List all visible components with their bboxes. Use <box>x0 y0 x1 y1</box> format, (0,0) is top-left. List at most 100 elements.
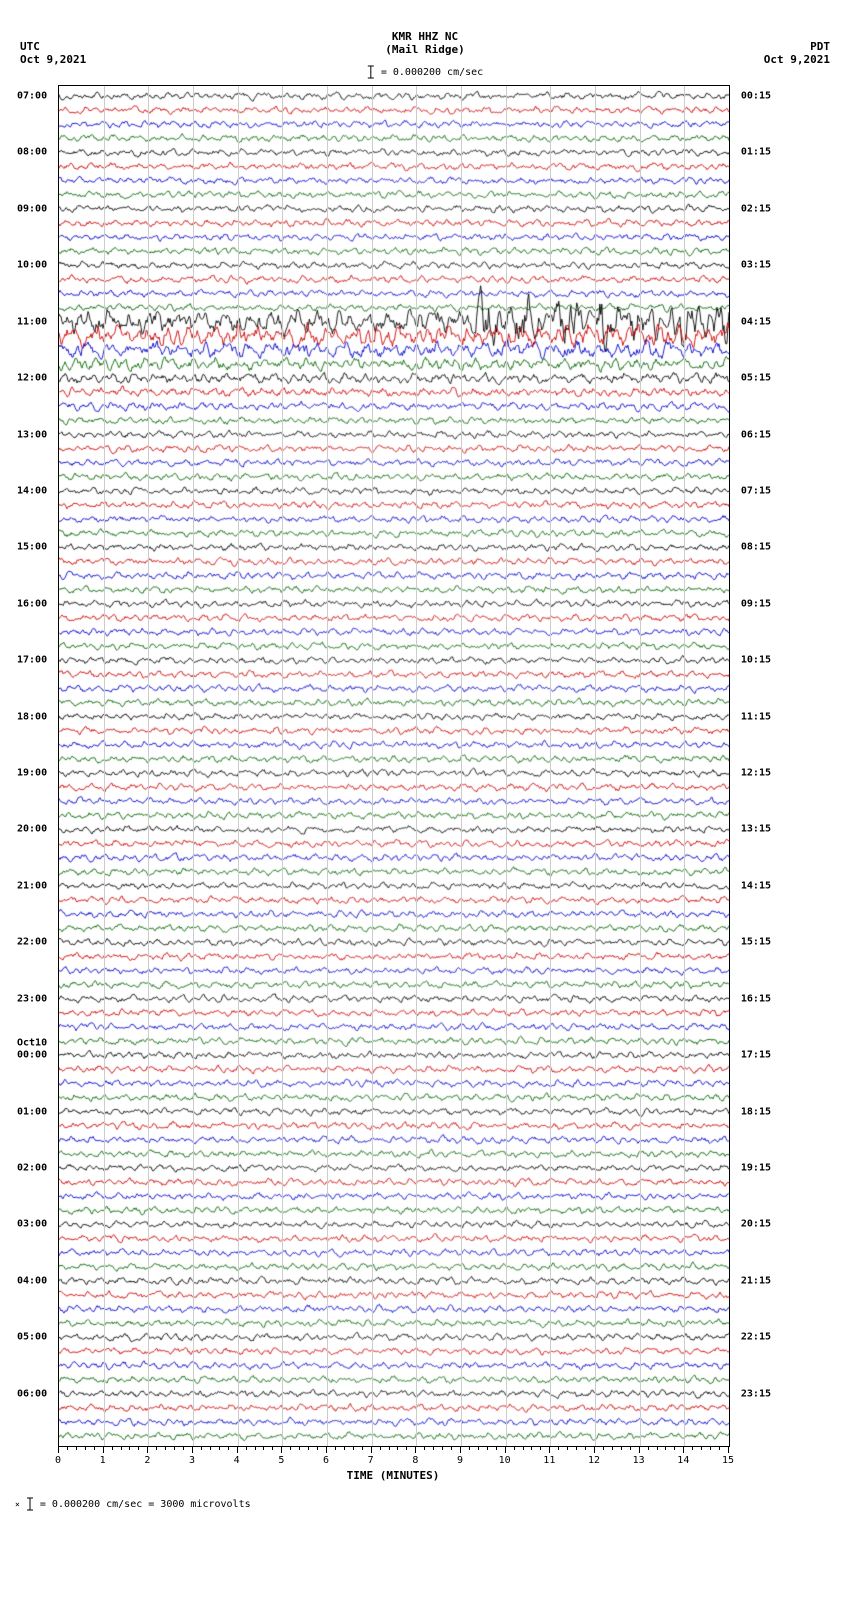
x-tick-label: 13 <box>633 1455 645 1466</box>
x-tick-minor <box>174 1447 175 1450</box>
grid-line <box>282 86 283 1446</box>
x-axis-label: TIME (MINUTES) <box>347 1469 440 1482</box>
utc-time-label: 11:00 <box>17 316 47 327</box>
x-tick <box>728 1447 729 1453</box>
x-tick-minor <box>317 1447 318 1450</box>
x-tick <box>460 1447 461 1453</box>
x-tick-label: 3 <box>189 1455 195 1466</box>
utc-time-label: 06:00 <box>17 1388 47 1399</box>
utc-time-label: 19:00 <box>17 768 47 779</box>
pdt-time-label: 02:15 <box>741 203 771 214</box>
utc-time-label: 12:00 <box>17 373 47 384</box>
utc-time-label: 07:00 <box>17 91 47 102</box>
pdt-time-label: 00:15 <box>741 91 771 102</box>
x-axis: TIME (MINUTES) 0123456789101112131415 <box>58 1447 728 1487</box>
utc-time-label: 15:00 <box>17 542 47 553</box>
x-tick-minor <box>674 1447 675 1450</box>
utc-time-label: 08:00 <box>17 147 47 158</box>
x-tick-minor <box>380 1447 381 1450</box>
x-tick-minor <box>121 1447 122 1450</box>
x-tick-minor <box>487 1447 488 1450</box>
x-tick-minor <box>692 1447 693 1450</box>
midnight-date-label: Oct10 <box>17 1038 47 1049</box>
x-tick-minor <box>496 1447 497 1450</box>
utc-time-label: 13:00 <box>17 429 47 440</box>
pdt-time-label: 11:15 <box>741 711 771 722</box>
grid-line <box>238 86 239 1446</box>
x-tick-minor <box>657 1447 658 1450</box>
x-tick-minor <box>540 1447 541 1450</box>
utc-time-label: 21:00 <box>17 880 47 891</box>
pdt-time-label: 08:15 <box>741 542 771 553</box>
pdt-time-label: 06:15 <box>741 429 771 440</box>
x-tick <box>594 1447 595 1453</box>
x-tick-minor <box>308 1447 309 1450</box>
utc-time-label: 17:00 <box>17 655 47 666</box>
utc-time-label: 05:00 <box>17 1332 47 1343</box>
x-tick-label: 10 <box>499 1455 511 1466</box>
grid-line <box>148 86 149 1446</box>
x-tick-minor <box>567 1447 568 1450</box>
utc-time-label: 01:00 <box>17 1106 47 1117</box>
x-tick-minor <box>335 1447 336 1450</box>
x-tick-minor <box>263 1447 264 1450</box>
pdt-time-label: 16:15 <box>741 993 771 1004</box>
pdt-time-label: 17:15 <box>741 1050 771 1061</box>
x-tick-minor <box>165 1447 166 1450</box>
pdt-time-label: 10:15 <box>741 655 771 666</box>
utc-time-label: 23:00 <box>17 993 47 1004</box>
x-tick <box>237 1447 238 1453</box>
x-tick-label: 4 <box>234 1455 240 1466</box>
x-tick-label: 7 <box>368 1455 374 1466</box>
footer-text: = 0.000200 cm/sec = 3000 microvolts <box>40 1499 251 1510</box>
x-tick-label: 2 <box>144 1455 150 1466</box>
x-tick-minor <box>523 1447 524 1450</box>
x-tick-label: 15 <box>722 1455 734 1466</box>
grid-line <box>327 86 328 1446</box>
x-tick-minor <box>719 1447 720 1450</box>
x-tick <box>683 1447 684 1453</box>
scale-info: = 0.000200 cm/sec <box>367 65 483 79</box>
pdt-time-label: 21:15 <box>741 1275 771 1286</box>
x-tick-minor <box>290 1447 291 1450</box>
x-tick-minor <box>210 1447 211 1450</box>
grid-line <box>640 86 641 1446</box>
x-tick-label: 11 <box>543 1455 555 1466</box>
trace-canvas <box>59 86 729 1446</box>
x-tick-minor <box>514 1447 515 1450</box>
x-tick-minor <box>76 1447 77 1450</box>
pdt-date-label: Oct 9,2021 <box>764 53 830 66</box>
header: UTC Oct 9,2021 KMR HHZ NC (Mail Ridge) P… <box>10 10 840 60</box>
x-tick-label: 6 <box>323 1455 329 1466</box>
x-tick-minor <box>344 1447 345 1450</box>
x-tick-minor <box>612 1447 613 1450</box>
x-tick-minor <box>255 1447 256 1450</box>
x-tick-minor <box>451 1447 452 1450</box>
footer: × = 0.000200 cm/sec = 3000 microvolts <box>15 1497 840 1511</box>
x-tick-minor <box>156 1447 157 1450</box>
x-tick-minor <box>478 1447 479 1450</box>
x-tick-label: 5 <box>278 1455 284 1466</box>
x-tick <box>147 1447 148 1453</box>
x-tick-minor <box>272 1447 273 1450</box>
grid-line <box>595 86 596 1446</box>
x-tick-minor <box>603 1447 604 1450</box>
location-label: (Mail Ridge) <box>385 43 464 56</box>
grid-line <box>193 86 194 1446</box>
x-tick-minor <box>201 1447 202 1450</box>
x-tick-minor <box>406 1447 407 1450</box>
footer-marker: × <box>15 1500 20 1509</box>
x-tick-minor <box>129 1447 130 1450</box>
grid-line <box>416 86 417 1446</box>
x-tick-minor <box>710 1447 711 1450</box>
x-tick-minor <box>299 1447 300 1450</box>
x-tick <box>505 1447 506 1453</box>
utc-time-label: 02:00 <box>17 1163 47 1174</box>
pdt-time-label: 05:15 <box>741 373 771 384</box>
x-tick-minor <box>585 1447 586 1450</box>
utc-time-label: 09:00 <box>17 203 47 214</box>
footer-scale-bar-icon <box>26 1497 34 1511</box>
header-left: UTC Oct 9,2021 <box>20 40 86 66</box>
grid-line <box>550 86 551 1446</box>
x-tick-minor <box>433 1447 434 1450</box>
